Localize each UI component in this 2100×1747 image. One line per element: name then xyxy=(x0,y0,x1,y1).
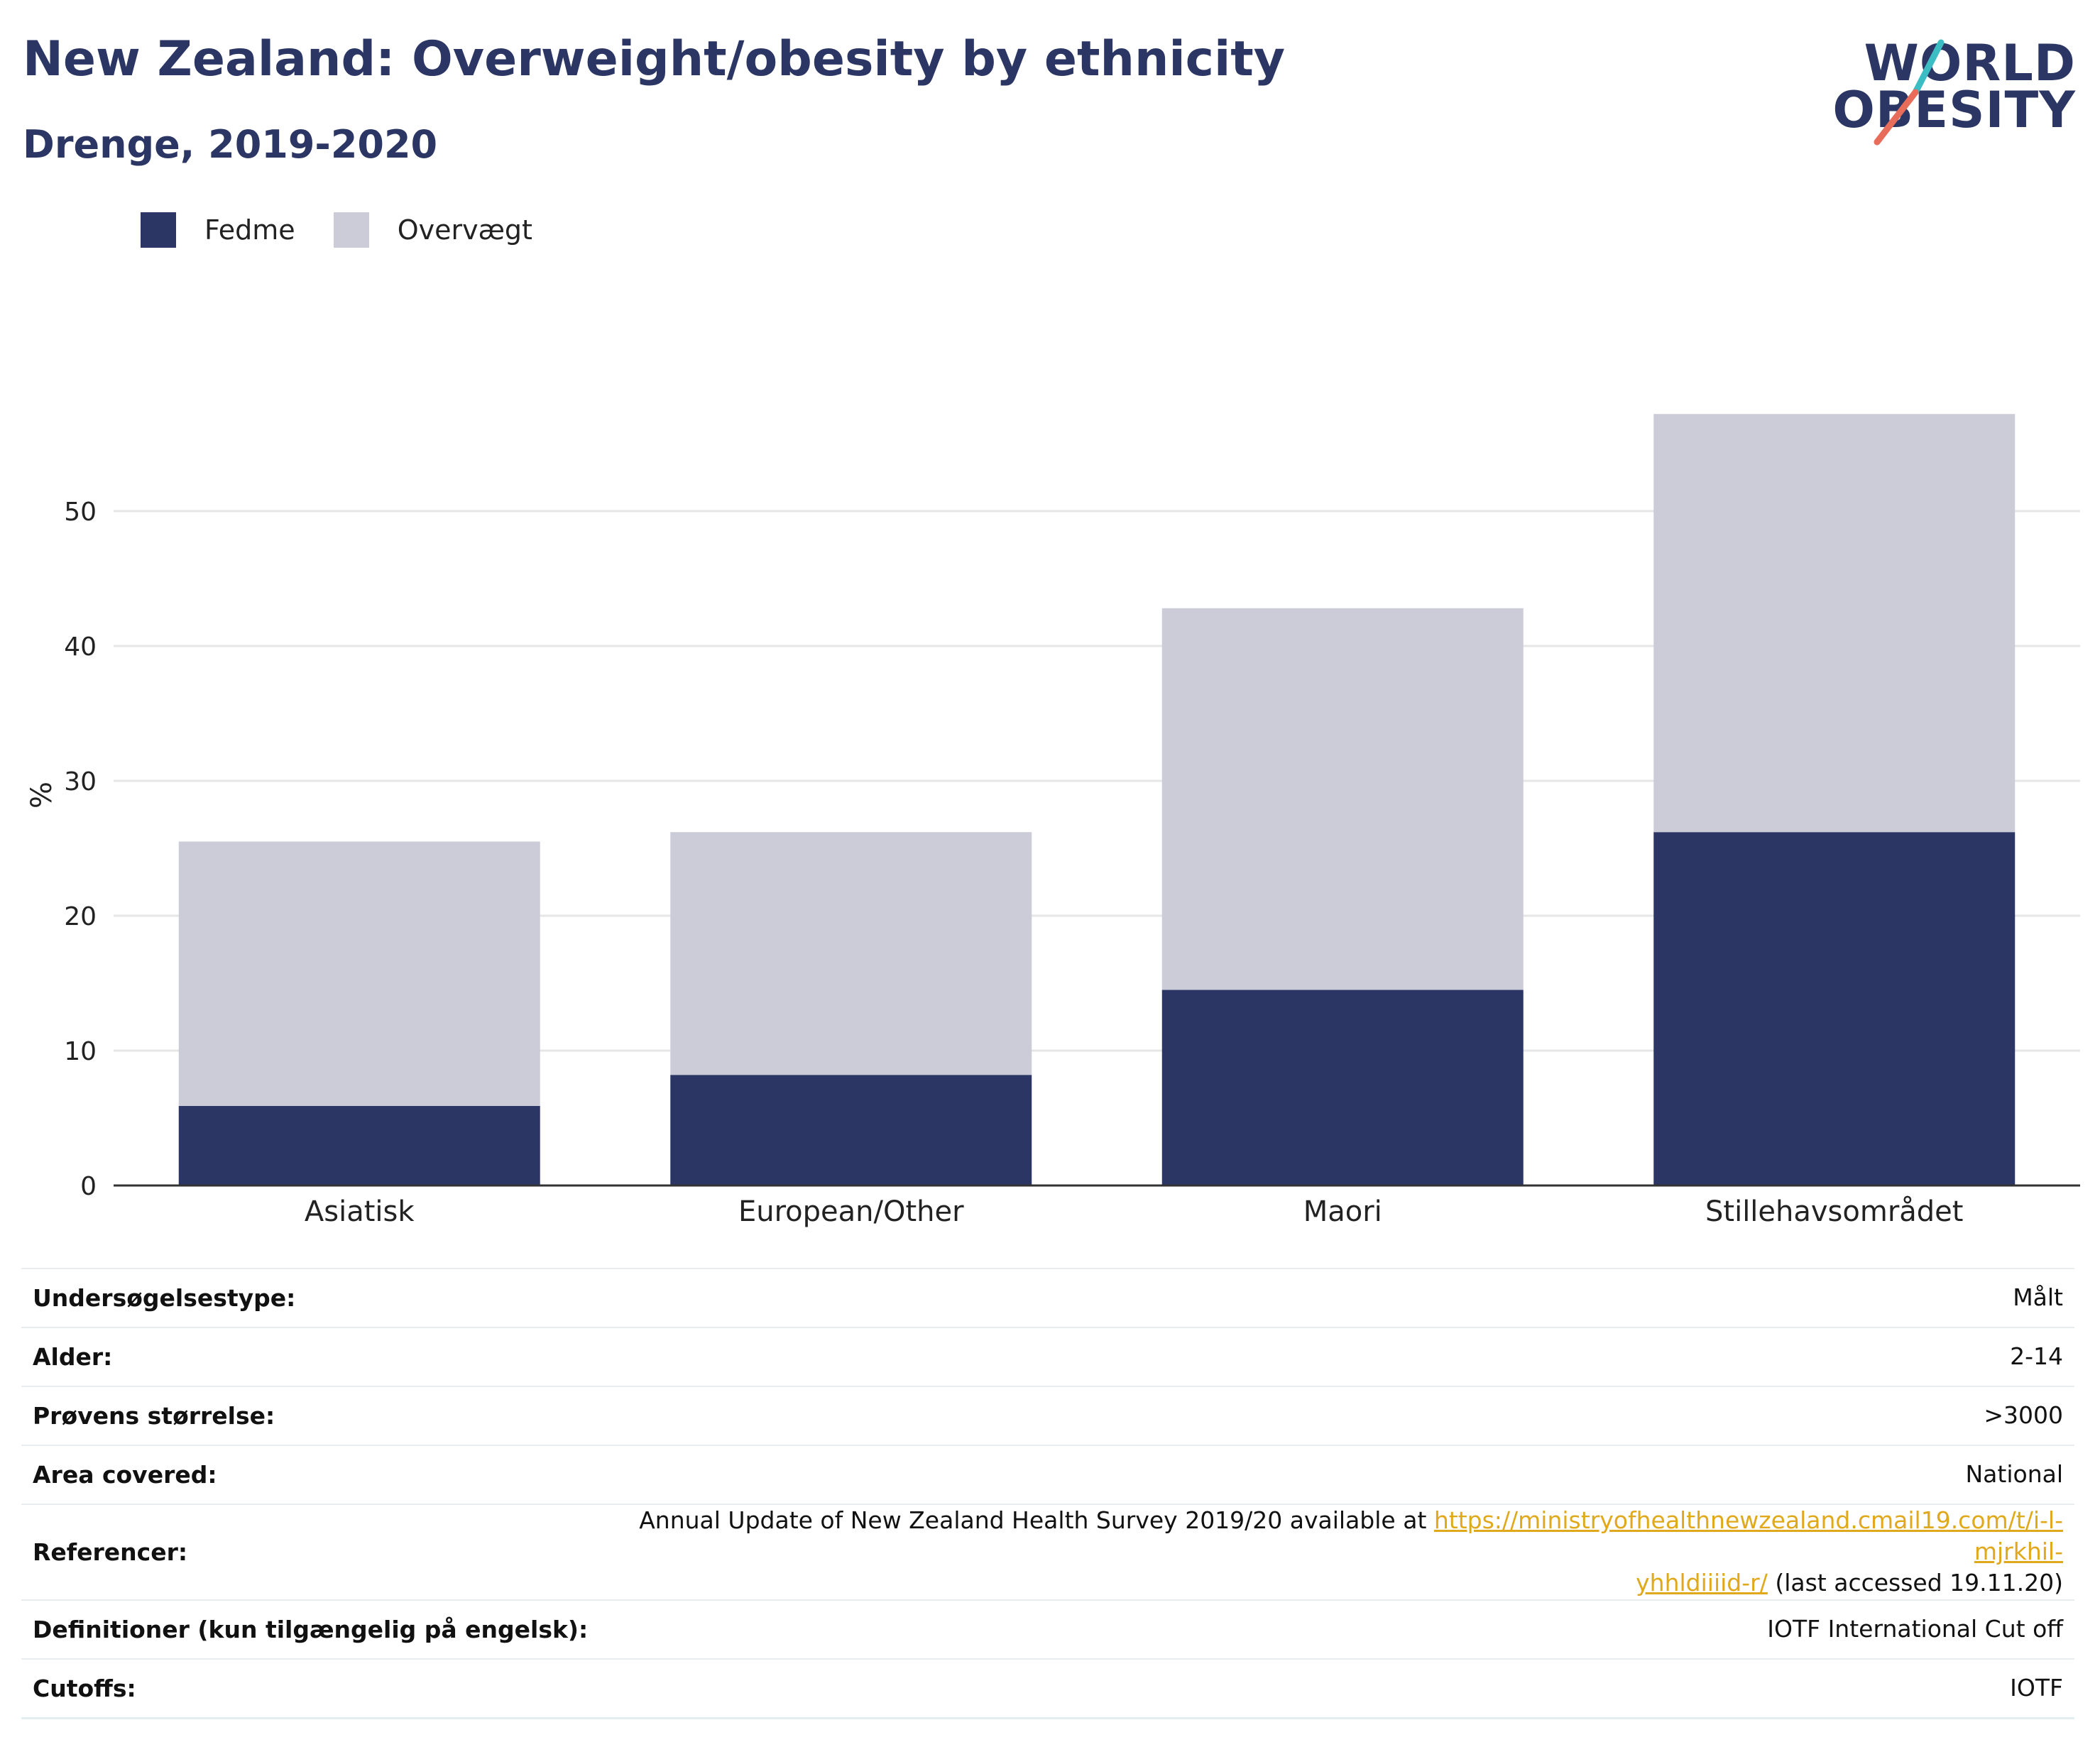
bar-fedme xyxy=(178,1105,540,1185)
info-row-sample-size: Prøvens størrelse: >3000 xyxy=(21,1386,2074,1445)
reference-link-part-2: yhhldiiiid-r/ xyxy=(1636,1569,1768,1597)
bars xyxy=(178,414,2016,1185)
legend-label-overvaegt: Overvægt xyxy=(397,214,532,246)
info-key: Referencer: xyxy=(33,1538,188,1566)
axes: 0 10 20 30 40 50 Asiatisk European/Other Maori St… xyxy=(26,498,2080,1228)
bar-fedme xyxy=(670,1075,1032,1185)
info-row-age: Alder: 2-14 xyxy=(21,1327,2074,1386)
info-table: Undersøgelsestype: Målt Alder: 2-14 Prøv… xyxy=(21,1268,2074,1719)
info-value: 2-14 xyxy=(2010,1342,2063,1371)
y-tick-label: 30 xyxy=(64,767,97,796)
stacked-bar-chart: 0 10 20 30 40 50 Asiatisk European/Other Maori St… xyxy=(26,414,2080,1228)
info-row-cutoffs: Cutoffs: IOTF xyxy=(21,1658,2074,1719)
legend-swatch-fedme xyxy=(141,212,176,248)
info-row-survey-type: Undersøgelsestype: Målt xyxy=(21,1269,2074,1327)
y-axis-title: % xyxy=(26,782,58,809)
y-tick-label: 40 xyxy=(64,632,97,662)
logo-slash-icon xyxy=(1874,39,1945,146)
info-value: Målt xyxy=(2013,1283,2063,1312)
world-obesity-logo: WORLD OBESITY xyxy=(1832,20,2087,148)
legend-item-fedme[interactable]: Fedme xyxy=(141,212,295,248)
reference-text: Annual Update of New Zealand Health Surv… xyxy=(639,1506,1434,1534)
info-value: National xyxy=(1965,1460,2063,1489)
bar-fedme xyxy=(1653,832,2016,1185)
logo-line-1: WORLD xyxy=(1864,34,2076,92)
info-key: Area covered: xyxy=(33,1461,217,1489)
info-key: Cutoffs: xyxy=(33,1674,136,1702)
legend-label-fedme: Fedme xyxy=(204,214,295,246)
info-row-references: Referencer: Annual Update of New Zealand… xyxy=(21,1504,2074,1600)
bar-overvaegt xyxy=(670,832,1032,1075)
legend-item-overvaegt[interactable]: Overvægt xyxy=(333,212,532,248)
info-key: Prøvens størrelse: xyxy=(33,1402,275,1430)
y-tick-label: 20 xyxy=(64,902,97,931)
bar-fedme xyxy=(1161,990,1524,1185)
logo-line-2: OBESITY xyxy=(1832,81,2076,139)
reference-link-part-1: https://ministryofhealthnewzealand.cmail… xyxy=(1433,1506,2063,1566)
chart-title: New Zealand: Overweight/obesity by ethni… xyxy=(23,31,1286,87)
y-tick-label: 50 xyxy=(64,498,97,527)
info-value: >3000 xyxy=(1984,1401,2063,1430)
info-key: Definitioner (kun tilgængelig på engelsk… xyxy=(33,1615,589,1643)
legend-swatch-overvaegt xyxy=(333,212,369,248)
info-value: IOTF xyxy=(2010,1674,2063,1702)
reference-link[interactable]: https://ministryofhealthnewzealand.cmail… xyxy=(1434,1506,2063,1597)
info-value: Annual Update of New Zealand Health Surv… xyxy=(599,1504,2074,1600)
info-key: Undersøgelsestype: xyxy=(33,1284,296,1312)
x-category-label: Maori xyxy=(1303,1195,1382,1228)
reference-accessed: (last accessed 19.11.20) xyxy=(1767,1569,2063,1597)
bar-overvaegt xyxy=(1653,414,2016,833)
y-tick-label: 10 xyxy=(64,1037,97,1066)
chart-subtitle: Drenge, 2019-2020 xyxy=(23,122,438,167)
x-category-label: Asiatisk xyxy=(305,1195,415,1228)
y-tick-label: 0 xyxy=(80,1172,97,1201)
x-category-label: European/Other xyxy=(738,1195,964,1228)
info-row-definitions: Definitioner (kun tilgængelig på engelsk… xyxy=(21,1599,2074,1659)
info-value: IOTF International Cut off xyxy=(1767,1615,2063,1643)
info-key: Alder: xyxy=(33,1343,113,1371)
bar-overvaegt xyxy=(178,841,540,1106)
x-category-label: Stillehavsområdet xyxy=(1705,1195,1963,1228)
legend: Fedme Overvægt xyxy=(141,210,571,250)
info-row-area: Area covered: National xyxy=(21,1445,2074,1504)
bar-overvaegt xyxy=(1161,608,1524,990)
